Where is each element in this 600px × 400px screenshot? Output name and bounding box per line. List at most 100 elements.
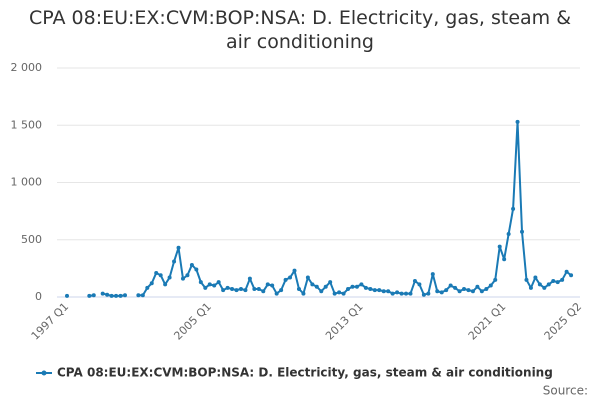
data-point bbox=[399, 291, 404, 296]
y-tick-label: 1 500 bbox=[11, 118, 43, 131]
data-point bbox=[283, 277, 288, 282]
data-point bbox=[149, 281, 154, 286]
data-point bbox=[350, 284, 355, 289]
data-point bbox=[305, 275, 310, 280]
data-point bbox=[122, 293, 127, 298]
data-point bbox=[176, 245, 181, 250]
data-point bbox=[314, 284, 319, 289]
data-point bbox=[493, 277, 498, 282]
data-point bbox=[167, 275, 172, 280]
data-point bbox=[154, 270, 159, 275]
source: Source: bbox=[543, 384, 588, 398]
data-point bbox=[520, 229, 525, 234]
data-point bbox=[323, 284, 328, 289]
data-point bbox=[256, 286, 261, 291]
data-point bbox=[546, 282, 551, 287]
data-point bbox=[145, 285, 150, 290]
data-point bbox=[421, 292, 426, 297]
data-point bbox=[274, 291, 279, 296]
data-point bbox=[207, 282, 212, 287]
data-point bbox=[238, 286, 243, 291]
data-point bbox=[462, 286, 467, 291]
data-point bbox=[386, 289, 391, 294]
data-point bbox=[270, 283, 275, 288]
data-point bbox=[502, 257, 507, 262]
data-point bbox=[430, 272, 435, 277]
data-point bbox=[377, 288, 382, 293]
data-point bbox=[528, 285, 533, 290]
data-point bbox=[279, 288, 284, 293]
data-point bbox=[564, 269, 569, 274]
data-point bbox=[506, 232, 511, 237]
data-point bbox=[466, 288, 471, 293]
data-point bbox=[497, 244, 502, 249]
series-line bbox=[138, 120, 572, 297]
data-point bbox=[555, 280, 560, 285]
data-point bbox=[560, 277, 565, 282]
x-tick-label: 2025 Q2 bbox=[542, 300, 585, 343]
data-point bbox=[479, 289, 484, 294]
data-point bbox=[381, 289, 386, 294]
data-point bbox=[185, 273, 190, 278]
data-point bbox=[537, 282, 542, 287]
data-point bbox=[243, 288, 248, 293]
data-point bbox=[354, 284, 359, 289]
data-point bbox=[524, 277, 529, 282]
data-point bbox=[404, 291, 409, 296]
data-point bbox=[337, 290, 342, 295]
data-point bbox=[395, 290, 400, 295]
data-point bbox=[319, 289, 324, 294]
y-tick-label: 1 000 bbox=[11, 176, 43, 189]
data-point bbox=[194, 267, 199, 272]
data-point bbox=[417, 282, 422, 287]
data-point bbox=[310, 282, 315, 287]
data-point bbox=[435, 289, 440, 294]
data-point bbox=[444, 288, 449, 293]
data-point bbox=[301, 291, 306, 296]
data-point bbox=[390, 291, 395, 296]
data-point bbox=[448, 283, 453, 288]
data-point bbox=[265, 282, 270, 287]
y-tick-label: 0 bbox=[35, 290, 42, 303]
data-point bbox=[341, 291, 346, 296]
data-point bbox=[475, 284, 480, 289]
y-tick-label: 500 bbox=[21, 233, 42, 246]
data-point bbox=[328, 280, 333, 285]
data-point bbox=[198, 280, 203, 285]
data-point bbox=[408, 291, 413, 296]
data-point bbox=[515, 119, 520, 124]
x-tick-label: 1997 Q1 bbox=[29, 300, 72, 343]
data-point bbox=[363, 285, 368, 290]
data-point bbox=[140, 293, 145, 298]
data-point bbox=[332, 291, 337, 296]
data-point bbox=[453, 285, 458, 290]
data-point bbox=[542, 285, 547, 290]
x-tick-label: 2021 Q1 bbox=[466, 300, 509, 343]
data-point bbox=[292, 268, 297, 273]
data-point bbox=[372, 288, 377, 293]
x-tick-label: 2005 Q1 bbox=[171, 300, 214, 343]
data-point bbox=[225, 285, 230, 290]
data-point bbox=[346, 286, 351, 291]
data-point bbox=[551, 278, 556, 283]
data-point bbox=[172, 259, 177, 264]
data-point bbox=[511, 206, 516, 211]
data-point bbox=[91, 293, 96, 298]
data-point bbox=[216, 280, 221, 285]
data-point bbox=[118, 293, 123, 298]
data-point bbox=[163, 282, 168, 287]
data-point bbox=[114, 293, 119, 298]
data-point bbox=[100, 291, 105, 296]
data-point bbox=[109, 293, 114, 298]
x-tick-label: 2013 Q1 bbox=[323, 300, 366, 343]
data-point bbox=[230, 286, 235, 291]
data-point bbox=[158, 273, 163, 278]
data-point bbox=[569, 273, 574, 278]
data-point bbox=[533, 275, 538, 280]
data-point bbox=[488, 283, 493, 288]
data-point bbox=[247, 276, 252, 281]
chart-title: CPA 08:EU:EX:CVM:BOP:NSA: D. Electricity… bbox=[28, 7, 572, 53]
data-point bbox=[221, 288, 226, 293]
